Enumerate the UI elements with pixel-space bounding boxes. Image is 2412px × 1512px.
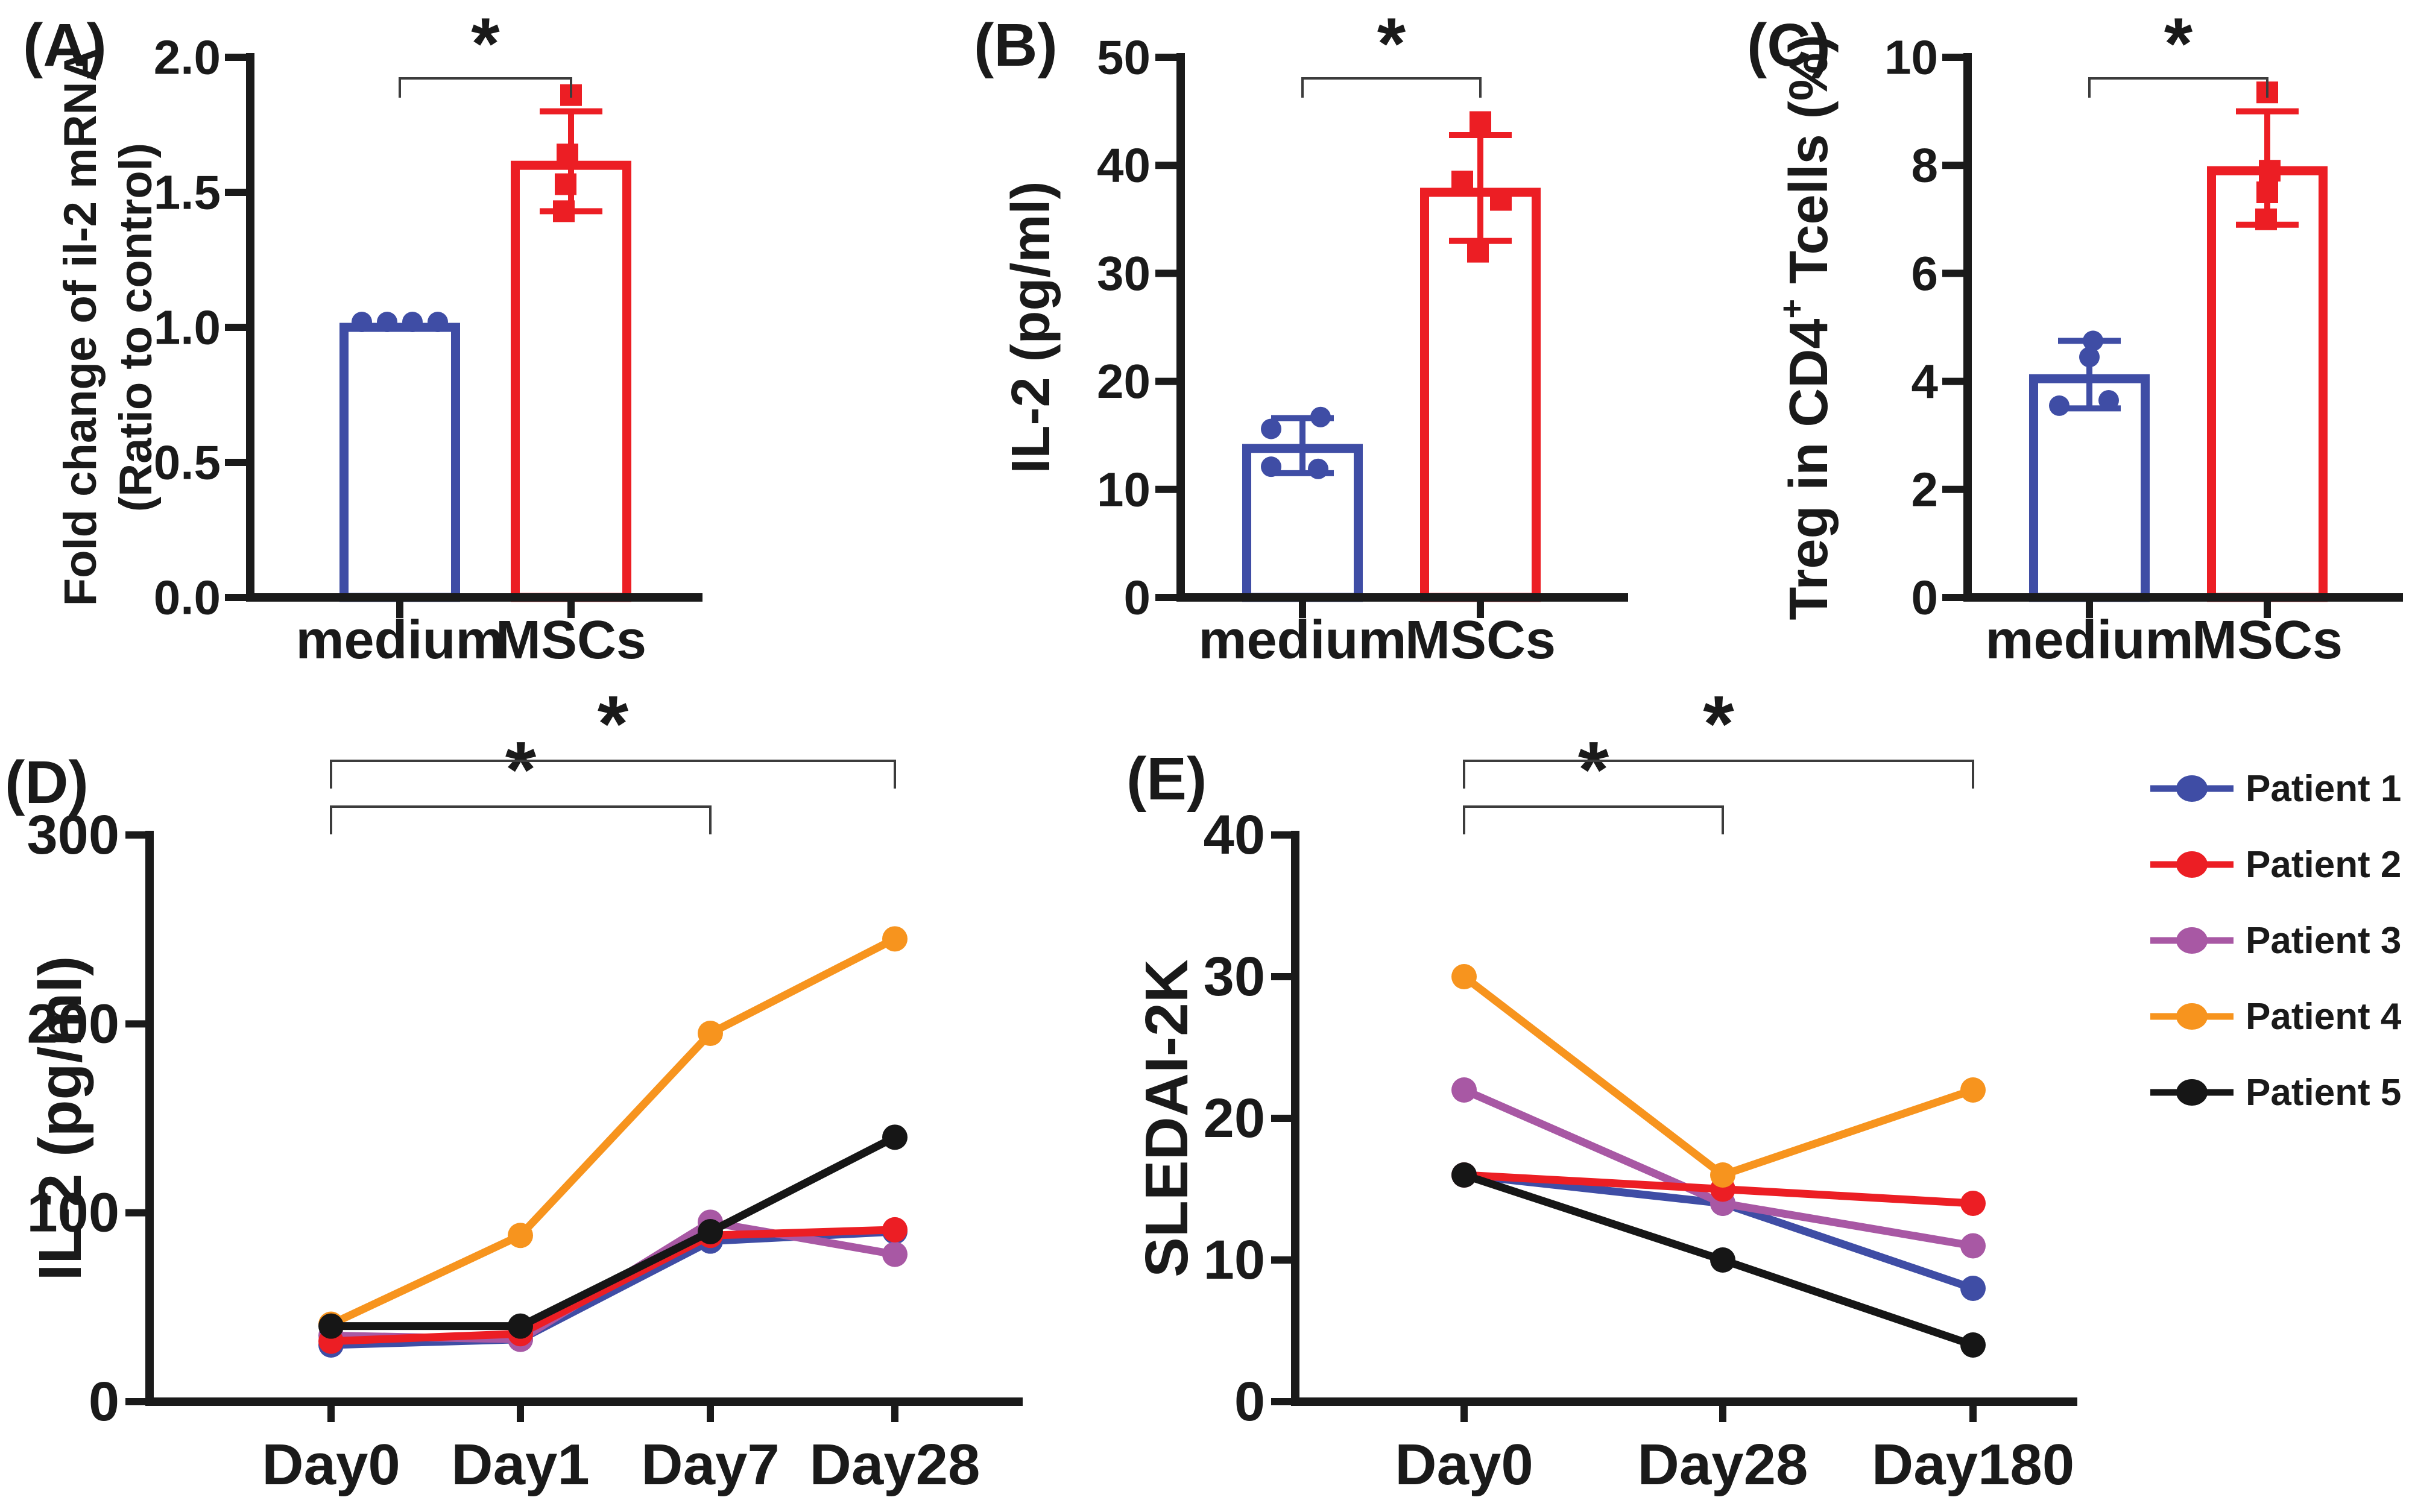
svg-text:0.0: 0.0 bbox=[154, 571, 221, 625]
patient-2-marker-icon bbox=[2150, 851, 2234, 878]
legend-label: Patient 3 bbox=[2246, 919, 2402, 962]
svg-text:1.5: 1.5 bbox=[154, 166, 221, 219]
svg-text:IL-2 (pg/ml): IL-2 (pg/ml) bbox=[27, 956, 94, 1281]
svg-text:Day28: Day28 bbox=[1638, 1432, 1808, 1497]
legend-item-patient-1: Patient 1 bbox=[2147, 751, 2412, 827]
svg-text:MSCs: MSCs bbox=[1405, 610, 1556, 670]
svg-text:*: * bbox=[2164, 2, 2193, 84]
panel-b-letter: (B) bbox=[974, 11, 1058, 79]
svg-text:Treg in CD4+ Tcells (%): Treg in CD4+ Tcells (%) bbox=[1772, 34, 1839, 620]
svg-text:0: 0 bbox=[89, 1371, 119, 1432]
svg-text:Day28: Day28 bbox=[810, 1432, 980, 1497]
svg-text:1.0: 1.0 bbox=[154, 301, 221, 354]
svg-text:0: 0 bbox=[1124, 571, 1151, 625]
svg-text:6: 6 bbox=[1912, 247, 1939, 300]
svg-text:50: 50 bbox=[1097, 31, 1151, 84]
patient-3-marker-icon bbox=[2150, 927, 2234, 954]
legend-label: Patient 4 bbox=[2246, 995, 2402, 1038]
svg-text:Day180: Day180 bbox=[1872, 1432, 2074, 1497]
svg-text:4: 4 bbox=[1912, 354, 1939, 408]
svg-text:Day7: Day7 bbox=[641, 1432, 780, 1497]
svg-text:30: 30 bbox=[1097, 247, 1151, 300]
svg-text:*: * bbox=[1377, 2, 1406, 84]
legend-label: Patient 1 bbox=[2246, 767, 2402, 810]
svg-text:(Ratio to control): (Ratio to control) bbox=[110, 143, 162, 512]
svg-text:*: * bbox=[1703, 679, 1734, 768]
svg-text:0.5: 0.5 bbox=[154, 436, 221, 490]
svg-text:300: 300 bbox=[27, 804, 120, 866]
panel-c-letter: (C) bbox=[1747, 11, 1831, 79]
legend-item-patient-2: Patient 2 bbox=[2147, 827, 2412, 902]
svg-text:40: 40 bbox=[1204, 804, 1265, 866]
panel-e-letter: (E) bbox=[1126, 745, 1207, 813]
patient-4-marker-icon bbox=[2150, 1003, 2234, 1030]
legend-label: Patient 2 bbox=[2246, 843, 2402, 886]
svg-text:*: * bbox=[471, 2, 500, 84]
svg-text:MSCs: MSCs bbox=[2192, 610, 2343, 670]
svg-text:2.0: 2.0 bbox=[154, 31, 221, 84]
svg-text:100: 100 bbox=[27, 1182, 120, 1244]
svg-text:2: 2 bbox=[1912, 462, 1939, 516]
legend-item-patient-5: Patient 5 bbox=[2147, 1054, 2412, 1130]
legend-label: Patient 5 bbox=[2246, 1071, 2402, 1114]
svg-text:Day1: Day1 bbox=[451, 1432, 590, 1497]
svg-text:MSCs: MSCs bbox=[496, 610, 646, 670]
patient-5-marker-icon bbox=[2150, 1079, 2234, 1106]
svg-text:10: 10 bbox=[1884, 31, 1938, 84]
svg-text:0: 0 bbox=[1234, 1371, 1265, 1432]
svg-text:*: * bbox=[598, 679, 629, 768]
svg-text:200: 200 bbox=[27, 993, 120, 1054]
panel-d-letter: (D) bbox=[5, 749, 89, 816]
svg-text:medium: medium bbox=[1985, 610, 2193, 670]
svg-text:Day0: Day0 bbox=[262, 1432, 400, 1497]
svg-text:medium: medium bbox=[295, 610, 504, 670]
svg-text:40: 40 bbox=[1097, 139, 1151, 192]
legend-item-patient-3: Patient 3 bbox=[2147, 902, 2412, 978]
patient-1-marker-icon bbox=[2150, 775, 2234, 802]
panel-a-letter: (A) bbox=[23, 11, 107, 79]
svg-text:*: * bbox=[505, 725, 537, 814]
svg-text:20: 20 bbox=[1097, 354, 1151, 408]
legend-item-patient-4: Patient 4 bbox=[2147, 978, 2412, 1054]
legend: Patient 1 Patient 2 Patient 3 Patient 4 … bbox=[2147, 751, 2412, 1130]
svg-text:IL-2 (pg/ml): IL-2 (pg/ml) bbox=[1001, 181, 1061, 474]
svg-text:20: 20 bbox=[1204, 1088, 1265, 1149]
svg-text:30: 30 bbox=[1204, 946, 1265, 1007]
svg-text:0: 0 bbox=[1912, 571, 1939, 625]
svg-text:10: 10 bbox=[1204, 1229, 1265, 1291]
svg-text:8: 8 bbox=[1912, 139, 1939, 192]
svg-text:SLEDAI-2K: SLEDAI-2K bbox=[1133, 959, 1201, 1277]
svg-text:Day0: Day0 bbox=[1395, 1432, 1533, 1497]
svg-text:*: * bbox=[1578, 725, 1609, 814]
svg-text:medium: medium bbox=[1198, 610, 1406, 670]
svg-text:Fold change of il-2 mRNA: Fold change of il-2 mRNA bbox=[55, 49, 106, 606]
svg-text:10: 10 bbox=[1097, 462, 1151, 516]
